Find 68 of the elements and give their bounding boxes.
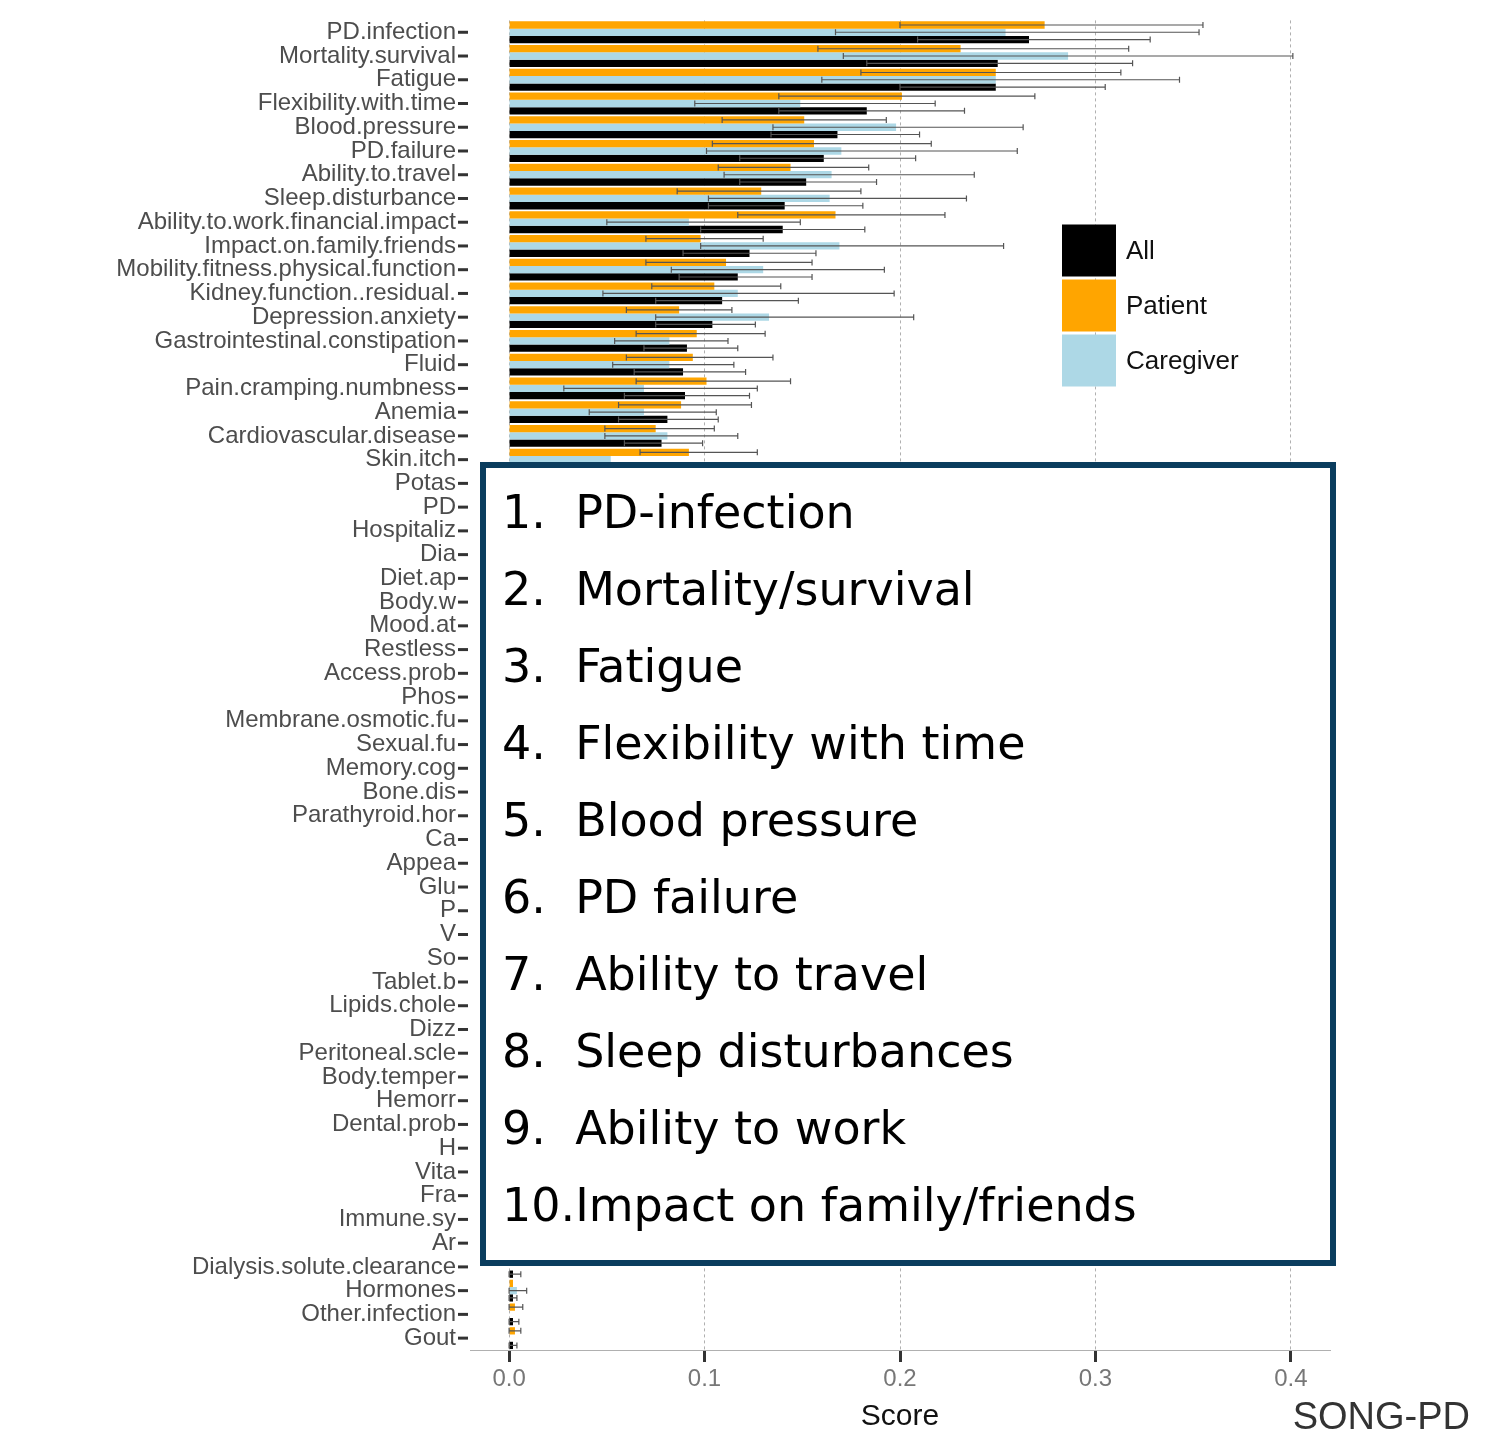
bar [509, 282, 715, 290]
bar [509, 171, 832, 179]
legend-label: All [1126, 234, 1155, 265]
bar [509, 408, 644, 416]
bar [509, 187, 762, 195]
annotation: 6. PD failure [502, 869, 800, 926]
bar [509, 225, 783, 234]
bar [509, 361, 670, 369]
bar [509, 194, 830, 203]
bar [509, 330, 697, 338]
bar [509, 432, 668, 440]
text: SONG-PD [1292, 1395, 1470, 1438]
bar [509, 123, 897, 131]
x-tick-label: 0.0 [492, 1364, 526, 1392]
annotation: 3. Fatigue [502, 638, 745, 695]
bar [509, 424, 656, 433]
bar [509, 258, 727, 267]
legend-label: Patient [1126, 289, 1208, 320]
annotation: 4. Flexibility with time [502, 715, 1027, 772]
bar [509, 439, 662, 447]
bar [509, 368, 684, 376]
annotation: 9. Ability to work [502, 1100, 908, 1157]
x-tick-label: 0.4 [1274, 1364, 1308, 1392]
bar [509, 306, 680, 314]
bar [509, 353, 693, 362]
bar [509, 76, 996, 84]
bar [509, 28, 1006, 36]
bar [509, 92, 902, 100]
bar [509, 266, 764, 274]
legend-label: Caregiver [1126, 344, 1240, 375]
bar [509, 249, 750, 257]
bar [509, 35, 1029, 44]
bar [509, 178, 807, 186]
bar [509, 21, 1045, 29]
bar [509, 273, 738, 281]
bar [509, 45, 961, 53]
annotation: 10.Impact on family/friends [502, 1177, 1138, 1234]
bar [509, 83, 996, 91]
x-tick-label: 0.2 [883, 1364, 917, 1392]
bar [509, 130, 838, 139]
annotation: 1. PD-infection [502, 484, 856, 541]
bar [509, 392, 685, 400]
bar [509, 415, 668, 424]
bar [509, 154, 824, 162]
bar [509, 116, 805, 124]
bar [509, 297, 723, 305]
bar [509, 235, 701, 243]
bar [509, 448, 689, 456]
annotation: 7. Ability to travel [502, 946, 930, 1003]
bar [509, 211, 836, 219]
bar [509, 68, 996, 77]
annotation: 8. Sleep disturbances [502, 1023, 1015, 1080]
annotation: 5. Blood pressure [502, 792, 920, 849]
x-tick-label: 0.1 [687, 1364, 722, 1392]
bar [509, 320, 713, 329]
x-tick-label: 0.3 [1078, 1364, 1113, 1392]
annotation: 2. Mortality/survival [502, 561, 976, 618]
bar [509, 202, 785, 210]
bar [509, 107, 867, 115]
bar [509, 140, 814, 148]
bar [509, 337, 670, 345]
x-axis-title: Score [860, 1398, 940, 1432]
bar [509, 344, 687, 352]
y-tick-label: Ability.to.travel [301, 159, 456, 187]
bar [509, 313, 770, 321]
bar [509, 163, 791, 172]
bar [509, 59, 998, 67]
bar [509, 52, 1069, 60]
